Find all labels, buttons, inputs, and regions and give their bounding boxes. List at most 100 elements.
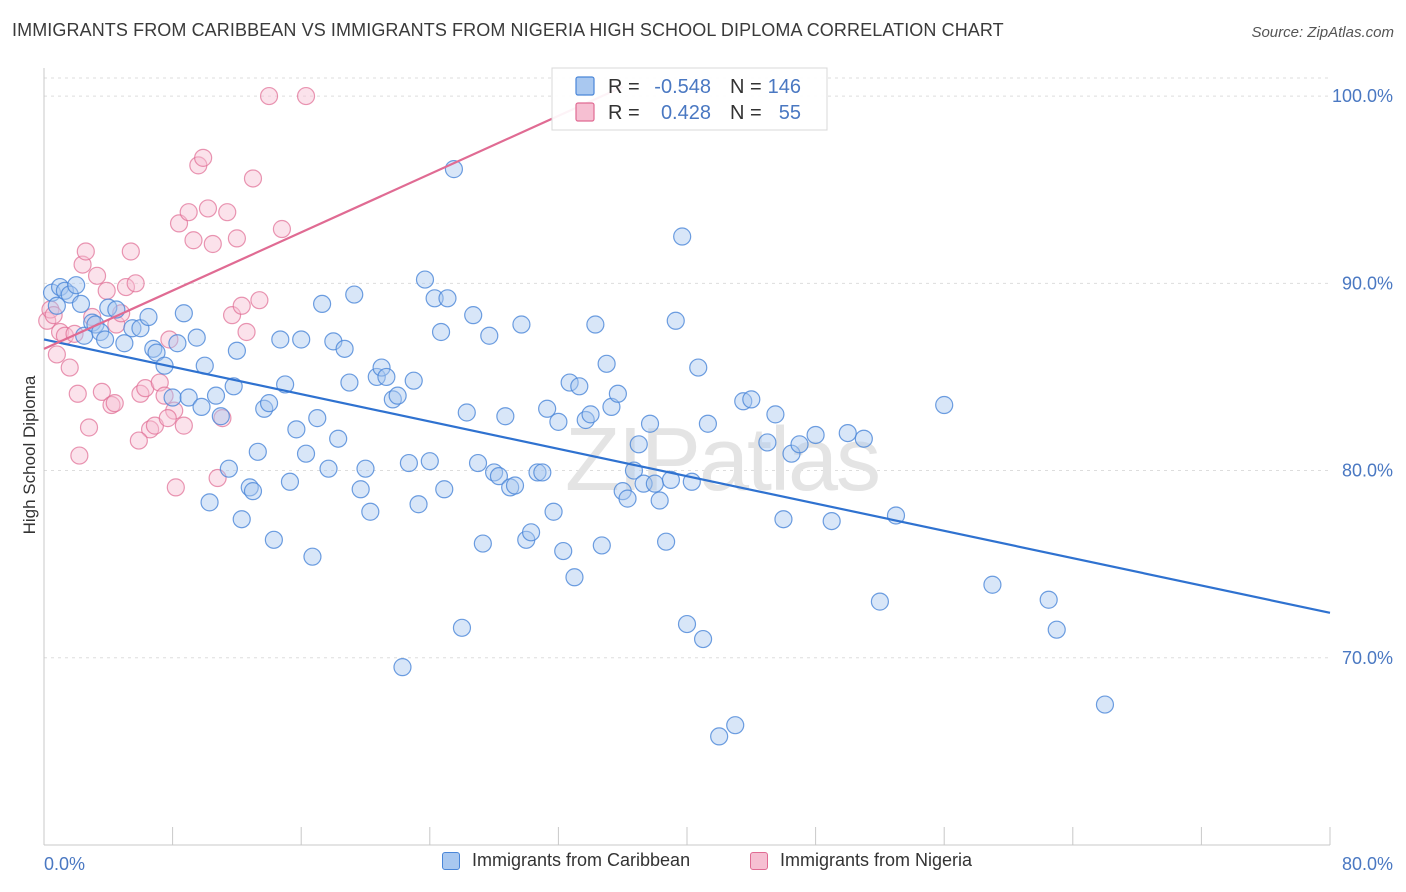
nigeria-point-36 (194, 148, 213, 167)
caribbean-point-53 (335, 339, 354, 358)
caribbean-point-49 (312, 294, 332, 314)
caribbean-point-98 (576, 410, 595, 430)
caribbean-point-31 (219, 459, 238, 478)
caribbean-point-108 (629, 435, 648, 454)
caribbean-point-65 (399, 453, 419, 473)
caribbean-point-34 (232, 510, 251, 529)
caribbean-point-76 (457, 403, 476, 422)
caribbean-point-11 (95, 330, 115, 349)
stats-r-value-1: 0.428 (661, 102, 711, 124)
nigeria-point-11 (76, 242, 95, 261)
caribbean-point-28 (200, 493, 219, 512)
caribbean-point-29 (206, 386, 226, 405)
watermark: ZIPatlas (565, 410, 879, 510)
y-tick-label-1: 80.0% (1342, 461, 1393, 481)
grid-lines (44, 77, 1330, 659)
stats-swatch-1 (575, 102, 595, 122)
nigeria-point-52 (166, 478, 185, 497)
nigeria-point-32 (174, 416, 193, 435)
caribbean-point-37 (248, 442, 267, 461)
caribbean-point-36 (243, 482, 263, 501)
stats-n-value-0: 146 (768, 76, 801, 98)
caribbean-point-134 (854, 429, 873, 448)
caribbean-point-131 (806, 425, 825, 445)
nigeria-point-51 (158, 409, 177, 428)
caribbean-point-14 (115, 334, 134, 353)
caribbean-trend-line (43, 338, 1331, 614)
nigeria-point-23 (131, 384, 150, 403)
caribbean-point-110 (640, 414, 660, 433)
nigeria-point-44 (232, 296, 251, 315)
nigeria-point-22 (126, 274, 145, 293)
caribbean-point-132 (822, 511, 841, 531)
caribbean-point-99 (581, 405, 600, 424)
caribbean-point-47 (303, 547, 322, 566)
caribbean-point-56 (351, 480, 370, 499)
caribbean-point-103 (602, 397, 621, 416)
chart-title: IMMIGRANTS FROM CARIBBEAN VS IMMIGRANTS … (12, 20, 1004, 40)
caribbean-point-61 (377, 367, 396, 387)
caribbean-point-125 (742, 390, 761, 409)
caribbean-point-40 (264, 530, 283, 549)
caribbean-point-33 (227, 341, 246, 360)
y-tick-label-3: 100.0% (1332, 86, 1393, 106)
caribbean-point-60 (372, 358, 391, 377)
caribbean-point-137 (935, 395, 954, 415)
caribbean-point-120 (693, 629, 713, 649)
legend: Immigrants from Caribbean Immigrants fro… (0, 850, 1406, 880)
nigeria-point-46 (243, 169, 263, 188)
caribbean-point-48 (308, 409, 327, 428)
caribbean-point-64 (393, 658, 412, 677)
caribbean-point-93 (549, 412, 568, 431)
caribbean-point-55 (345, 285, 364, 304)
caribbean-point-63 (388, 386, 407, 405)
nigeria-point-43 (227, 229, 246, 248)
caribbean-point-97 (570, 377, 589, 396)
y-tick-label-2: 90.0% (1342, 273, 1393, 293)
caribbean-point-71 (431, 322, 451, 342)
caribbean-point-26 (192, 397, 211, 416)
caribbean-point-6 (71, 294, 91, 314)
y-axis-label: High School Diploma (20, 375, 39, 534)
nigeria-point-20 (116, 277, 136, 297)
nigeria-point-37 (198, 199, 218, 218)
caribbean-point-19 (147, 343, 166, 362)
nigeria-point-50 (296, 86, 316, 106)
caribbean-point-85 (505, 476, 525, 495)
caribbean-point-89 (528, 463, 547, 482)
legend-label-caribbean: Immigrants from Caribbean (472, 850, 691, 870)
caribbean-point-101 (592, 536, 611, 555)
caribbean-point-66 (404, 371, 423, 390)
caribbean-point-117 (677, 614, 697, 634)
nigeria-point-16 (97, 281, 116, 300)
stats-r-label-0: R = (608, 76, 640, 98)
caribbean-point-59 (367, 367, 386, 387)
caribbean-point-1 (47, 296, 66, 315)
stats-box-frame (551, 67, 828, 131)
legend-item-caribbean[interactable]: Immigrants from Caribbean (442, 850, 690, 871)
stats-swatch-0 (575, 76, 595, 96)
caribbean-point-5 (67, 276, 86, 295)
caribbean-point-57 (356, 459, 375, 478)
nigeria-point-30 (165, 401, 184, 420)
caribbean-point-94 (554, 541, 573, 561)
y-tick-labels: 70.0% 80.0% 90.0% 100.0% (1332, 86, 1393, 668)
nigeria-point-47 (250, 291, 269, 310)
stats-n-label-1: N = (730, 102, 762, 124)
nigeria-point-8 (68, 384, 87, 403)
caribbean-point-128 (774, 510, 793, 529)
legend-item-nigeria[interactable]: Immigrants from Nigeria (750, 850, 972, 871)
caribbean-point-45 (292, 330, 311, 349)
caribbean-point-114 (661, 470, 681, 490)
nigeria-point-45 (237, 322, 256, 342)
caribbean-point-121 (698, 414, 717, 433)
caribbean-point-17 (139, 307, 158, 327)
caribbean-point-58 (361, 502, 380, 521)
caribbean-point-38 (255, 399, 274, 418)
caribbean-point-23 (174, 304, 193, 323)
caribbean-point-96 (565, 568, 584, 587)
stats-n-value-1: 55 (779, 102, 801, 124)
caribbean-point-44 (287, 420, 306, 439)
y-tick-label-0: 70.0% (1342, 648, 1393, 668)
caribbean-point-139 (1039, 590, 1058, 609)
